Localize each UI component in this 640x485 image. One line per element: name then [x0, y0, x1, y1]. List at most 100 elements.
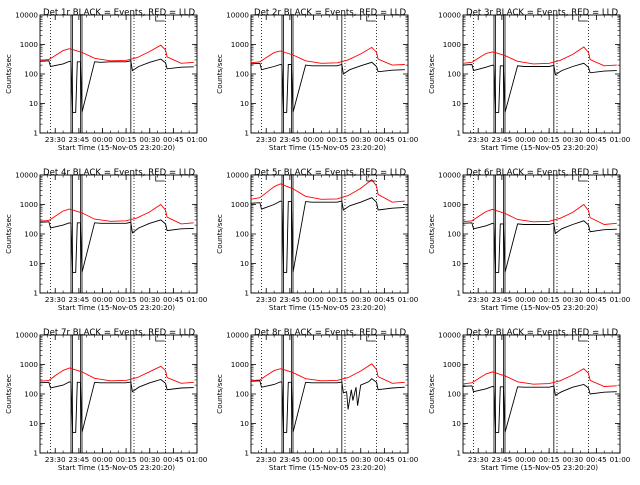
x-tick-label: 00:00 [303, 135, 324, 144]
x-tick-label: 23:45 [68, 135, 89, 144]
y-tick-label: 1000 [20, 360, 39, 369]
y-tick-label: 10 [240, 259, 250, 268]
y-tick-label: 1 [244, 129, 249, 138]
x-tick-label: 00:45 [374, 295, 395, 304]
y-tick-label: 1 [244, 289, 249, 298]
x-tick-label: 00:45 [586, 135, 607, 144]
x-tick-label: 00:15 [327, 455, 348, 464]
y-tick-label: 10000 [438, 11, 461, 20]
x-tick-label: 00:45 [374, 135, 395, 144]
y-tick-label: 10000 [438, 331, 461, 340]
y-tick-label: 10000 [15, 11, 38, 20]
y-tick-label: 1 [456, 449, 461, 458]
x-tick-label: 23:30 [256, 135, 277, 144]
x-tick-label: 00:30 [350, 295, 371, 304]
plot-frame [462, 334, 621, 454]
title-marker [578, 176, 588, 182]
x-axis-label: Start Time (15-Nov-05 23:20:20) [481, 303, 598, 312]
series-line-lld [39, 365, 194, 384]
series-line-events [39, 58, 194, 113]
x-tick-label: 01:00 [187, 295, 208, 304]
plot-frame [250, 14, 409, 134]
y-tick-label: 100 [235, 230, 249, 239]
x-tick-label: 00:45 [163, 135, 184, 144]
x-tick-label: 00:15 [116, 295, 137, 304]
x-tick-label: 01:00 [398, 135, 419, 144]
y-tick-label: 100 [447, 390, 461, 399]
x-tick-label: 00:00 [515, 455, 536, 464]
x-tick-label: 23:45 [491, 295, 512, 304]
series-line-lld [250, 363, 405, 384]
y-axis-label: Counts/sec [215, 374, 224, 414]
detector-panel: 1 10 100 1000 10000 23:30 23:45 00:00 00:15 00:30… [4, 168, 208, 312]
x-axis-label: Start Time (15-Nov-05 23:20:20) [269, 463, 386, 472]
chart-title: Det 4r BLACK = Events, RED = LLD [43, 168, 195, 178]
chart-title: Det 2r BLACK = Events, RED = LLD [254, 8, 406, 18]
x-tick-label: 00:15 [116, 455, 137, 464]
x-axis-label: Start Time (15-Nov-05 23:20:20) [58, 303, 175, 312]
series-line-events [39, 219, 194, 273]
y-tick-label: 1000 [443, 360, 462, 369]
y-axis-label: Counts/sec [4, 374, 13, 414]
x-tick-label: 01:00 [610, 295, 631, 304]
series-line-events [462, 220, 617, 273]
chart-title: Det 5r BLACK = Events, RED = LLD [254, 168, 406, 178]
y-tick-label: 100 [24, 390, 38, 399]
series-line-lld [462, 203, 617, 225]
y-axis-label: Counts/sec [215, 54, 224, 94]
chart-title: Det 8r BLACK = Events, RED = LLD [254, 328, 406, 338]
x-tick-label: 00:00 [92, 135, 113, 144]
x-tick-label: 23:45 [68, 295, 89, 304]
x-tick-label: 00:30 [350, 135, 371, 144]
y-tick-label: 1 [456, 129, 461, 138]
x-tick-label: 23:30 [45, 455, 66, 464]
detector-panel: 1 10 100 1000 10000 23:30 23:45 00:00 00:15 00:30… [427, 168, 631, 312]
x-tick-label: 00:45 [163, 455, 184, 464]
y-axis-label: Counts/sec [427, 54, 436, 94]
y-tick-label: 10 [452, 419, 462, 428]
x-tick-label: 00:15 [539, 135, 560, 144]
y-tick-label: 10000 [226, 171, 249, 180]
series-line-events [462, 62, 617, 113]
plot-frame [462, 14, 621, 134]
plot-frame [462, 174, 621, 294]
detector-panel: 1 10 100 1000 10000 23:30 23:45 00:00 00:15 00:30… [4, 328, 208, 472]
detector-panel: 1 10 100 1000 10000 23:30 23:45 00:00 00:15 00:30… [4, 8, 208, 152]
x-axis-label: Start Time (15-Nov-05 23:20:20) [58, 143, 175, 152]
x-axis-label: Start Time (15-Nov-05 23:20:20) [58, 463, 175, 472]
x-tick-label: 00:30 [139, 295, 160, 304]
x-tick-label: 01:00 [610, 455, 631, 464]
series-line-lld [39, 44, 194, 64]
chart-title: Det 7r BLACK = Events, RED = LLD [43, 328, 195, 338]
chart-title: Det 9r BLACK = Events, RED = LLD [466, 328, 618, 338]
y-tick-label: 1000 [20, 40, 39, 49]
x-tick-label: 00:30 [562, 135, 583, 144]
x-axis-label: Start Time (15-Nov-05 23:20:20) [481, 143, 598, 152]
y-tick-label: 1000 [231, 200, 250, 209]
y-tick-label: 1 [244, 449, 249, 458]
y-tick-label: 1000 [443, 40, 462, 49]
detector-panel: 1 10 100 1000 10000 23:30 23:45 00:00 00:15 00:30… [427, 8, 631, 152]
x-tick-label: 01:00 [610, 135, 631, 144]
title-marker [366, 176, 376, 182]
y-tick-label: 10 [29, 419, 39, 428]
y-axis-label: Counts/sec [215, 214, 224, 254]
y-axis-label: Counts/sec [4, 214, 13, 254]
x-tick-label: 00:45 [586, 295, 607, 304]
series-line-lld [462, 368, 617, 387]
y-tick-label: 1 [33, 129, 38, 138]
chart-title: Det 1r BLACK = Events, RED = LLD [43, 8, 195, 18]
y-tick-label: 10 [240, 99, 250, 108]
y-tick-label: 100 [447, 70, 461, 79]
series-line-lld [250, 178, 405, 203]
x-tick-label: 00:15 [116, 135, 137, 144]
x-tick-label: 00:30 [139, 455, 160, 464]
y-tick-label: 100 [447, 230, 461, 239]
title-marker [578, 336, 588, 342]
x-tick-label: 00:00 [92, 455, 113, 464]
y-tick-label: 1 [456, 289, 461, 298]
y-tick-label: 100 [235, 70, 249, 79]
x-tick-label: 23:45 [68, 455, 89, 464]
